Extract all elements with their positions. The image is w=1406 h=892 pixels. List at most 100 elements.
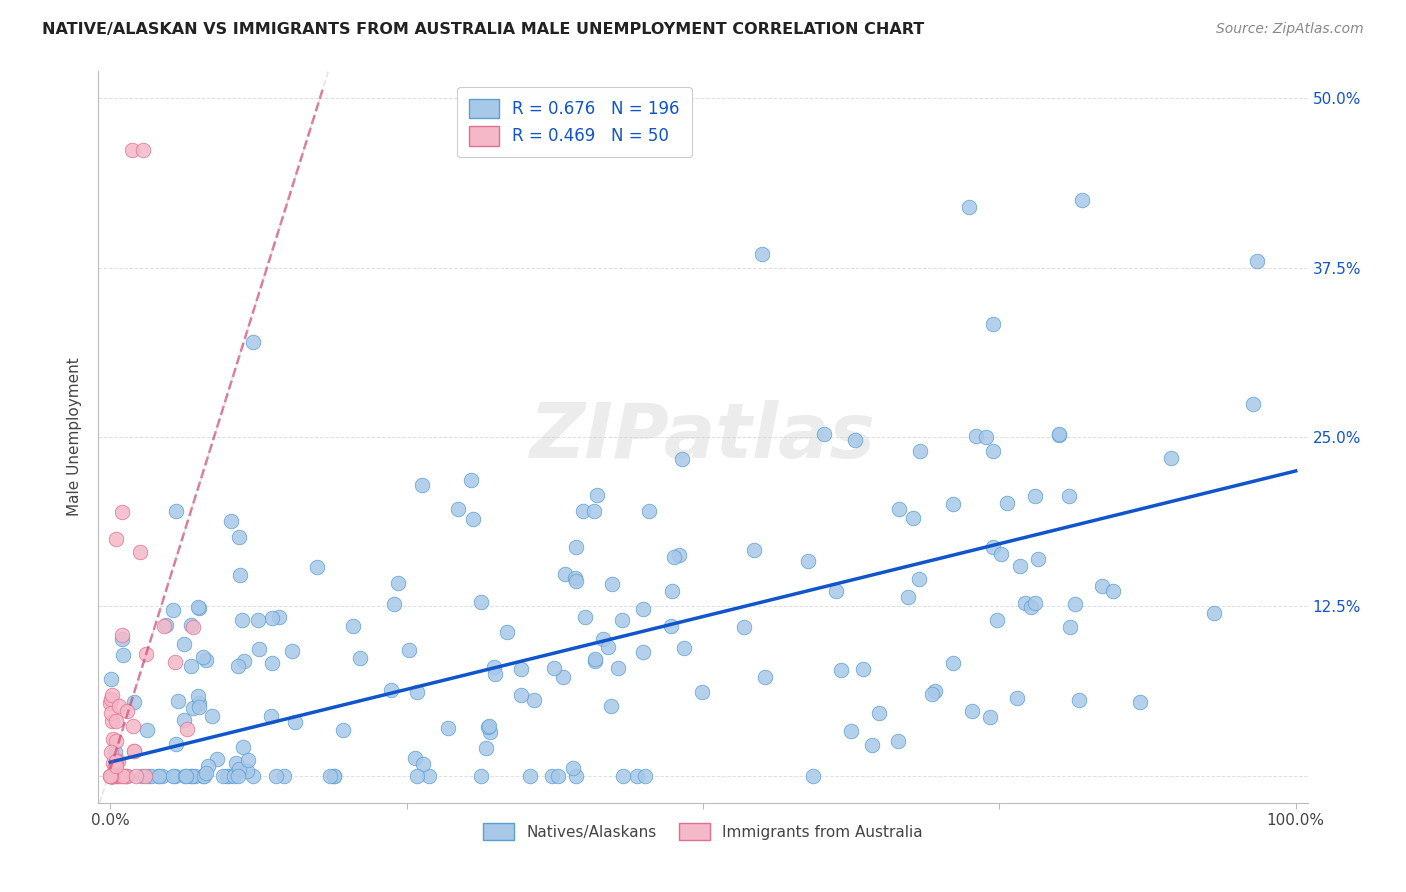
Point — [134, 769, 156, 783]
Point — [307, 560, 329, 574]
Point — [100, 769, 122, 783]
Point — [183, 700, 205, 714]
Point — [165, 655, 187, 669]
Point — [543, 660, 565, 674]
Point — [269, 610, 291, 624]
Point — [228, 530, 250, 544]
Point — [896, 591, 918, 605]
Point — [342, 619, 364, 633]
Point — [135, 723, 157, 738]
Point — [751, 247, 773, 261]
Point — [100, 769, 122, 783]
Point — [100, 769, 122, 783]
Point — [228, 762, 250, 776]
Point — [596, 640, 619, 655]
Point — [1024, 489, 1046, 503]
Point — [742, 543, 765, 558]
Point — [101, 769, 124, 783]
Point — [236, 764, 259, 778]
Point — [100, 706, 122, 720]
Point — [554, 567, 576, 582]
Point — [180, 769, 202, 783]
Point — [1008, 558, 1031, 573]
Point — [186, 599, 208, 614]
Point — [273, 769, 295, 783]
Point — [100, 692, 122, 706]
Point — [1059, 620, 1081, 634]
Point — [981, 317, 1004, 331]
Point — [553, 670, 575, 684]
Point — [631, 602, 654, 616]
Point — [229, 567, 252, 582]
Point — [662, 549, 685, 564]
Point — [411, 478, 433, 492]
Point — [437, 722, 460, 736]
Point — [1102, 583, 1125, 598]
Point — [574, 610, 596, 624]
Point — [690, 685, 713, 699]
Point — [942, 497, 965, 511]
Point — [1204, 606, 1226, 620]
Point — [114, 769, 136, 783]
Point — [193, 649, 215, 664]
Point — [174, 769, 197, 783]
Point — [111, 628, 134, 642]
Text: Source: ZipAtlas.com: Source: ZipAtlas.com — [1216, 22, 1364, 37]
Point — [173, 637, 195, 651]
Point — [541, 769, 564, 783]
Point — [148, 769, 170, 783]
Point — [181, 620, 204, 634]
Point — [510, 688, 533, 702]
Point — [188, 700, 211, 714]
Point — [572, 504, 595, 518]
Point — [146, 769, 169, 783]
Point — [121, 143, 143, 157]
Point — [1026, 551, 1049, 566]
Point — [105, 532, 128, 546]
Point — [477, 721, 499, 735]
Point — [232, 654, 254, 668]
Point — [105, 714, 128, 728]
Point — [165, 769, 187, 783]
Point — [478, 719, 501, 733]
Point — [924, 684, 946, 698]
Point — [965, 429, 987, 443]
Point — [166, 737, 188, 751]
Point — [242, 769, 264, 783]
Point — [418, 769, 440, 783]
Point — [1064, 598, 1087, 612]
Point — [1246, 253, 1268, 268]
Point — [105, 759, 128, 773]
Point — [226, 658, 249, 673]
Point — [1129, 695, 1152, 709]
Point — [197, 759, 219, 773]
Point — [281, 644, 304, 658]
Point — [135, 648, 157, 662]
Point — [460, 473, 482, 487]
Point — [167, 694, 190, 708]
Point — [260, 708, 283, 723]
Point — [981, 444, 1004, 458]
Point — [100, 672, 122, 686]
Point — [957, 200, 980, 214]
Point — [212, 769, 235, 783]
Point — [188, 600, 211, 615]
Point — [461, 512, 484, 526]
Point — [547, 769, 569, 783]
Point — [150, 769, 173, 783]
Point — [112, 769, 135, 783]
Point — [100, 769, 122, 783]
Point — [474, 741, 496, 756]
Point — [101, 731, 124, 746]
Point — [264, 769, 287, 783]
Point — [564, 571, 586, 585]
Point — [565, 769, 588, 783]
Point — [830, 664, 852, 678]
Point — [626, 769, 648, 783]
Point — [349, 650, 371, 665]
Point — [908, 444, 931, 458]
Point — [405, 769, 427, 783]
Point — [797, 554, 820, 568]
Point — [868, 706, 890, 720]
Point — [387, 576, 409, 591]
